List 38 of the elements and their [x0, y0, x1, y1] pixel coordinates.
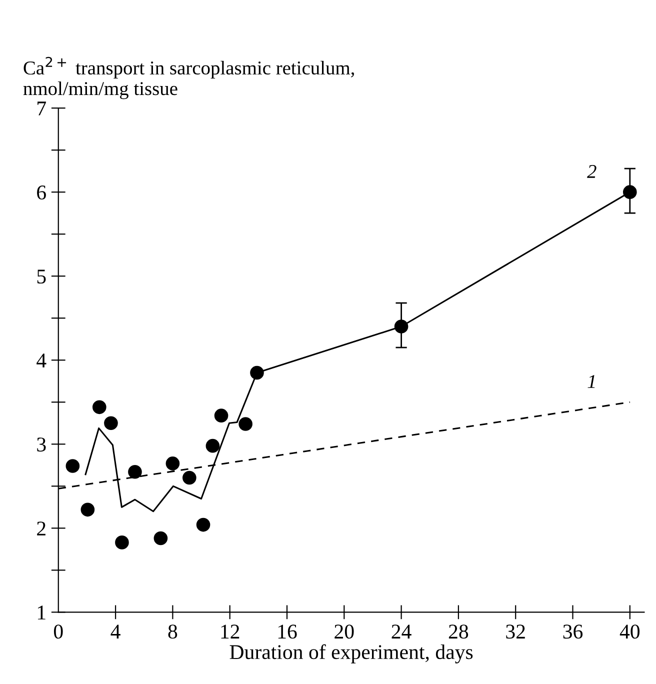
y-tick-label: 5	[37, 270, 46, 284]
point	[206, 438, 220, 453]
point	[623, 185, 637, 199]
point	[214, 408, 228, 422]
series-label: 2	[587, 164, 596, 178]
point	[92, 400, 106, 414]
point	[104, 416, 118, 430]
y-axis-title: Ca$^{2+}$ transport in sarcoplasmic reticulum, nmol/min/mg tissue	[23, 56, 354, 100]
x-tick-label: 32	[506, 624, 525, 639]
point	[128, 464, 142, 479]
x-tick-label: 24	[392, 624, 412, 638]
x-tick-label: 8	[168, 624, 178, 639]
x-axis-title: Duration of experiment, days	[230, 644, 473, 664]
x-tick-label: 0	[54, 624, 63, 639]
point	[115, 536, 129, 550]
point	[166, 456, 180, 470]
point	[196, 518, 210, 532]
point	[250, 366, 264, 380]
point	[154, 531, 168, 546]
y-tick-label: 3	[37, 438, 46, 452]
x-tick-label: 4	[110, 624, 120, 638]
y-tick-label: 2	[37, 522, 46, 536]
y-tick-label: 6	[37, 186, 46, 200]
x-tick-label: 12	[221, 624, 240, 638]
point	[394, 320, 408, 334]
point	[66, 459, 80, 473]
x-tick-label: 16	[278, 624, 297, 639]
series-label: 1	[588, 375, 595, 388]
x-tick-label: 28	[448, 624, 468, 639]
x-tick-label: 40	[620, 624, 640, 639]
point	[182, 470, 196, 485]
y-tick-label: 1	[38, 606, 46, 620]
point	[80, 502, 95, 517]
y-tick-label: 4	[36, 354, 46, 368]
y-tick-label: 7	[38, 102, 46, 116]
point	[238, 417, 252, 431]
x-tick-label: 20	[334, 624, 354, 639]
x-tick-label: 36	[563, 624, 583, 639]
